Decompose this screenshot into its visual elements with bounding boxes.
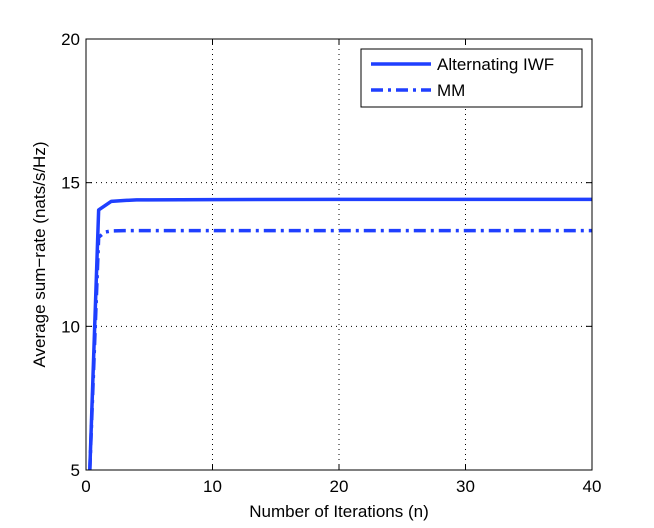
x-tick-label: 20 (330, 477, 349, 496)
y-tick-label: 15 (61, 174, 80, 193)
x-tick-labels: 0 10 20 30 40 (81, 477, 601, 496)
legend-label: Alternating IWF (437, 55, 554, 74)
series-line-2 (88, 228, 592, 471)
x-axis-title: Number of Iterations (n) (249, 502, 429, 521)
axis-ticks (85, 38, 593, 471)
grid (86, 39, 592, 470)
y-tick-label: 20 (61, 30, 80, 49)
x-tick-label: 0 (81, 477, 90, 496)
x-tick-label: 40 (583, 477, 602, 496)
x-tick-label: 10 (203, 477, 222, 496)
x-tick-label: 30 (456, 477, 475, 496)
series-layer (88, 197, 592, 471)
legend: Alternating IWF MM (360, 48, 583, 108)
legend-box (360, 48, 583, 108)
legend-label: MM (437, 81, 465, 100)
y-axis-title: Average sum−rate (nats/s/Hz) (30, 142, 49, 368)
series-line-1 (88, 197, 592, 471)
y-tick-label: 10 (61, 317, 80, 336)
y-tick-labels: 5 10 15 20 (61, 30, 80, 480)
y-tick-label: 5 (71, 461, 80, 480)
